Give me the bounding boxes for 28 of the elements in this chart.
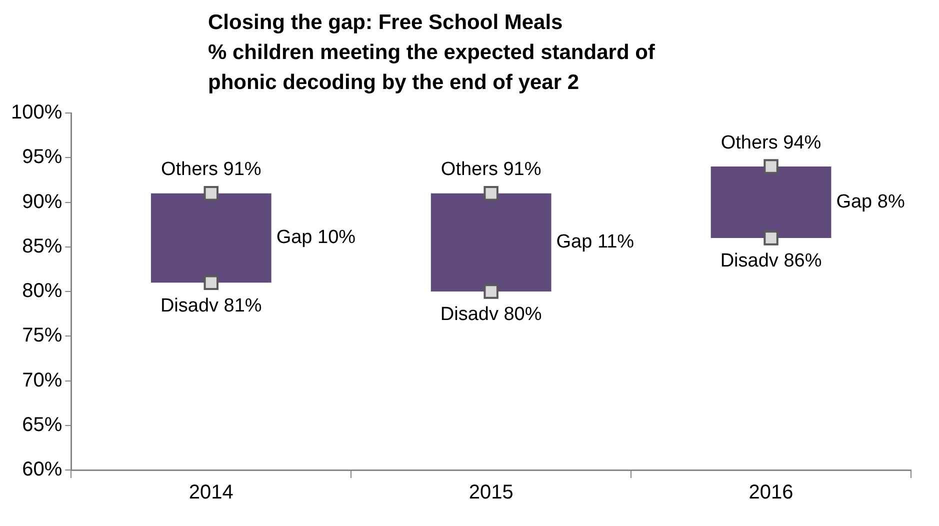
chart-title: Closing the gap: Free School Meals % children meeting the expected standard of phonic decoding by the end of year 2	[208, 10, 656, 96]
point	[764, 230, 778, 246]
point	[484, 186, 498, 201]
y-tick-label: 60%	[22, 458, 62, 481]
annotation: Gap 10%	[276, 227, 356, 248]
annotation: Gap 11%	[556, 232, 634, 253]
y-tick-label: 70%	[22, 369, 62, 392]
data-label: Disadv 81%	[160, 295, 262, 316]
point	[764, 159, 778, 174]
annotation: Gap 8%	[836, 191, 905, 212]
point	[204, 186, 218, 201]
data-label: Others 91%	[160, 159, 262, 180]
data-label: Disadv 86%	[720, 250, 822, 272]
data-label: Others 91%	[440, 159, 542, 180]
y-tick-label: 90%	[22, 190, 62, 213]
y-tick-label: 95%	[22, 146, 62, 168]
x-tick-label: 2015	[468, 482, 514, 504]
y-tick-label: 65%	[22, 414, 62, 436]
data-label: Others 94%	[720, 132, 822, 154]
point	[204, 275, 218, 290]
x-tick-label: 2016	[748, 482, 794, 504]
point	[484, 284, 498, 299]
y-tick-label: 75%	[22, 324, 62, 347]
y-tick-label: 85%	[22, 235, 62, 258]
y-tick-label: 100%	[10, 102, 62, 124]
data-label: Disadv 80%	[440, 304, 542, 326]
x-tick-label: 2014	[188, 482, 234, 504]
y-tick-label: 80%	[22, 280, 62, 302]
